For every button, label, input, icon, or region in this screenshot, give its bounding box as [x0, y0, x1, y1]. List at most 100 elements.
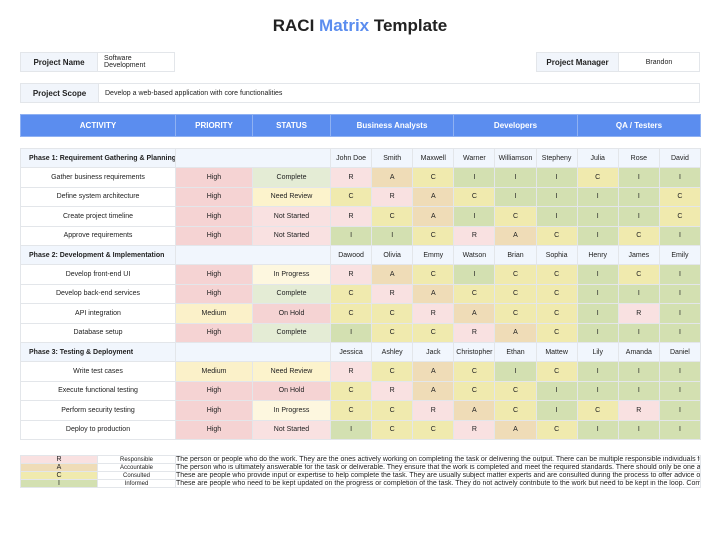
- status-cell[interactable]: Need Review: [252, 186, 331, 207]
- raci-cell[interactable]: C: [412, 167, 455, 188]
- raci-cell[interactable]: C: [412, 225, 455, 246]
- raci-cell[interactable]: A: [494, 419, 537, 440]
- raci-cell[interactable]: I: [617, 167, 660, 188]
- raci-cell[interactable]: A: [494, 225, 537, 246]
- raci-cell[interactable]: A: [453, 400, 496, 421]
- raci-cell[interactable]: I: [535, 186, 578, 207]
- raci-cell[interactable]: I: [658, 400, 701, 421]
- raci-cell[interactable]: C: [535, 264, 578, 285]
- activity-cell[interactable]: Perform security testing: [20, 400, 176, 421]
- raci-cell[interactable]: I: [617, 361, 660, 382]
- raci-cell[interactable]: I: [617, 283, 660, 304]
- raci-cell[interactable]: C: [494, 380, 537, 401]
- raci-cell[interactable]: I: [576, 283, 619, 304]
- raci-cell[interactable]: I: [576, 361, 619, 382]
- raci-cell[interactable]: A: [412, 206, 455, 227]
- raci-cell[interactable]: C: [329, 186, 373, 207]
- priority-cell[interactable]: High: [175, 225, 253, 246]
- project-manager-value[interactable]: Brandon: [645, 58, 673, 66]
- raci-cell[interactable]: C: [329, 283, 373, 304]
- raci-cell[interactable]: I: [494, 186, 537, 207]
- raci-cell[interactable]: I: [329, 322, 373, 343]
- status-cell[interactable]: Not Started: [252, 419, 331, 440]
- raci-cell[interactable]: I: [658, 361, 701, 382]
- raci-cell[interactable]: C: [371, 322, 414, 343]
- raci-cell[interactable]: C: [453, 186, 496, 207]
- raci-cell[interactable]: I: [658, 264, 701, 285]
- raci-cell[interactable]: I: [576, 264, 619, 285]
- activity-cell[interactable]: Database setup: [20, 322, 176, 343]
- raci-cell[interactable]: C: [576, 167, 619, 188]
- status-cell[interactable]: Complete: [252, 167, 331, 188]
- raci-cell[interactable]: R: [371, 186, 414, 207]
- raci-cell[interactable]: I: [576, 206, 619, 227]
- raci-cell[interactable]: A: [371, 167, 414, 188]
- raci-cell[interactable]: I: [658, 380, 701, 401]
- raci-cell[interactable]: C: [412, 264, 455, 285]
- raci-cell[interactable]: I: [617, 322, 660, 343]
- status-cell[interactable]: Complete: [252, 283, 331, 304]
- priority-cell[interactable]: High: [175, 322, 253, 343]
- raci-cell[interactable]: I: [453, 264, 496, 285]
- raci-cell[interactable]: C: [329, 303, 373, 324]
- activity-cell[interactable]: Develop front-end UI: [20, 264, 176, 285]
- activity-cell[interactable]: Execute functional testing: [20, 380, 176, 401]
- raci-cell[interactable]: A: [412, 186, 455, 207]
- raci-cell[interactable]: I: [535, 167, 578, 188]
- raci-cell[interactable]: I: [658, 225, 701, 246]
- raci-cell[interactable]: I: [576, 419, 619, 440]
- raci-cell[interactable]: A: [412, 283, 455, 304]
- raci-cell[interactable]: C: [371, 400, 414, 421]
- raci-cell[interactable]: R: [453, 322, 496, 343]
- activity-cell[interactable]: Approve requirements: [20, 225, 176, 246]
- raci-cell[interactable]: C: [494, 206, 537, 227]
- priority-cell[interactable]: Medium: [175, 303, 253, 324]
- activity-cell[interactable]: Define system architecture: [20, 186, 176, 207]
- raci-cell[interactable]: R: [617, 303, 660, 324]
- raci-cell[interactable]: C: [535, 283, 578, 304]
- status-cell[interactable]: In Progress: [252, 264, 331, 285]
- raci-cell[interactable]: A: [412, 361, 455, 382]
- raci-cell[interactable]: C: [535, 322, 578, 343]
- raci-cell[interactable]: I: [535, 400, 578, 421]
- activity-cell[interactable]: Write test cases: [20, 361, 176, 382]
- raci-cell[interactable]: C: [453, 361, 496, 382]
- raci-cell[interactable]: C: [535, 419, 578, 440]
- status-cell[interactable]: Complete: [252, 322, 331, 343]
- raci-cell[interactable]: I: [453, 206, 496, 227]
- project-name-value[interactable]: Software Development: [104, 55, 146, 69]
- raci-cell[interactable]: R: [329, 167, 373, 188]
- raci-cell[interactable]: C: [371, 419, 414, 440]
- raci-cell[interactable]: I: [576, 303, 619, 324]
- raci-cell[interactable]: A: [371, 264, 414, 285]
- raci-cell[interactable]: I: [617, 186, 660, 207]
- raci-cell[interactable]: I: [658, 283, 701, 304]
- raci-cell[interactable]: C: [371, 303, 414, 324]
- activity-cell[interactable]: Deploy to production: [20, 419, 176, 440]
- raci-cell[interactable]: C: [617, 225, 660, 246]
- raci-cell[interactable]: I: [658, 322, 701, 343]
- priority-cell[interactable]: Medium: [175, 361, 253, 382]
- raci-cell[interactable]: C: [494, 283, 537, 304]
- raci-cell[interactable]: I: [535, 380, 578, 401]
- raci-cell[interactable]: C: [329, 400, 373, 421]
- raci-cell[interactable]: I: [658, 303, 701, 324]
- raci-cell[interactable]: R: [412, 303, 455, 324]
- priority-cell[interactable]: High: [175, 167, 253, 188]
- raci-cell[interactable]: R: [329, 206, 373, 227]
- raci-cell[interactable]: R: [329, 361, 373, 382]
- raci-cell[interactable]: C: [535, 361, 578, 382]
- priority-cell[interactable]: High: [175, 419, 253, 440]
- raci-cell[interactable]: C: [535, 225, 578, 246]
- raci-cell[interactable]: R: [412, 400, 455, 421]
- activity-cell[interactable]: Create project timeline: [20, 206, 176, 227]
- priority-cell[interactable]: High: [175, 264, 253, 285]
- status-cell[interactable]: On Hold: [252, 380, 331, 401]
- raci-cell[interactable]: C: [453, 283, 496, 304]
- raci-cell[interactable]: R: [453, 225, 496, 246]
- raci-cell[interactable]: I: [371, 225, 414, 246]
- raci-cell[interactable]: R: [371, 380, 414, 401]
- raci-cell[interactable]: R: [371, 283, 414, 304]
- raci-cell[interactable]: I: [494, 361, 537, 382]
- raci-cell[interactable]: I: [494, 167, 537, 188]
